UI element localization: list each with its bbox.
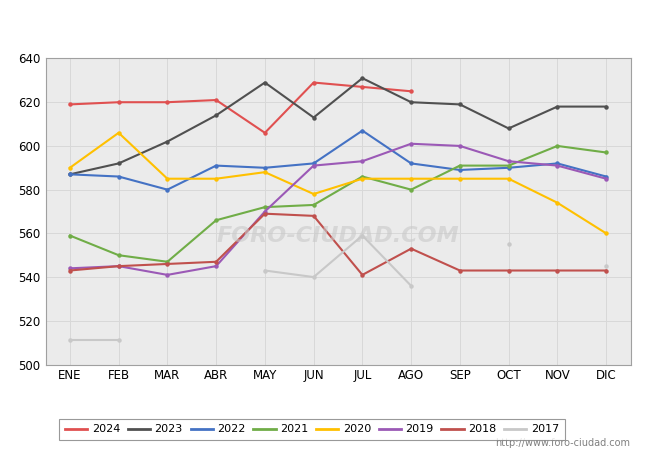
Text: Afiliados en Etxarri Aranatz a 31/8/2024: Afiliados en Etxarri Aranatz a 31/8/2024: [145, 18, 505, 36]
Text: http://www.foro-ciudad.com: http://www.foro-ciudad.com: [495, 438, 630, 448]
Legend: 2024, 2023, 2022, 2021, 2020, 2019, 2018, 2017: 2024, 2023, 2022, 2021, 2020, 2019, 2018…: [59, 419, 565, 440]
Text: FORO-CIUDAD.COM: FORO-CIUDAD.COM: [216, 226, 460, 246]
